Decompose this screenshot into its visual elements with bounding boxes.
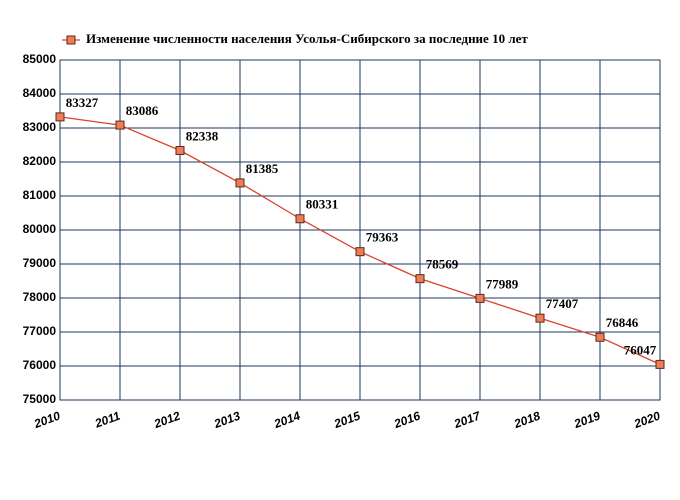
data-label: 83086 (126, 103, 159, 118)
marker (595, 332, 605, 342)
y-tick-label: 80000 (23, 222, 57, 236)
data-label: 82338 (186, 128, 219, 143)
y-tick-label: 85000 (23, 52, 57, 66)
data-label: 77989 (486, 276, 519, 291)
y-tick-label: 82000 (23, 154, 57, 168)
data-label: 78569 (426, 257, 459, 272)
data-label: 77407 (546, 296, 579, 311)
marker (475, 293, 485, 303)
marker (415, 274, 425, 284)
marker (295, 214, 305, 224)
y-tick-label: 78000 (23, 290, 57, 304)
y-tick-label: 77000 (23, 324, 57, 338)
data-label: 80331 (306, 197, 339, 212)
marker (235, 178, 245, 188)
y-tick-label: 84000 (23, 86, 57, 100)
marker (55, 112, 65, 122)
data-label: 81385 (246, 161, 279, 176)
legend-marker (66, 35, 76, 45)
y-tick-label: 76000 (23, 358, 57, 372)
data-label: 83327 (66, 95, 99, 110)
marker (355, 247, 365, 257)
legend-label: Изменение численности населения Усолья-С… (86, 31, 528, 46)
marker (655, 359, 665, 369)
marker (175, 146, 185, 156)
y-tick-label: 81000 (23, 188, 57, 202)
data-label: 76047 (624, 342, 657, 357)
plot-border (59, 59, 661, 401)
marker (115, 120, 125, 130)
y-tick-label: 79000 (23, 256, 57, 270)
y-tick-label: 75000 (23, 392, 57, 406)
data-label: 79363 (366, 230, 399, 245)
data-label: 76846 (606, 315, 639, 330)
marker (535, 313, 545, 323)
y-tick-label: 83000 (23, 120, 57, 134)
